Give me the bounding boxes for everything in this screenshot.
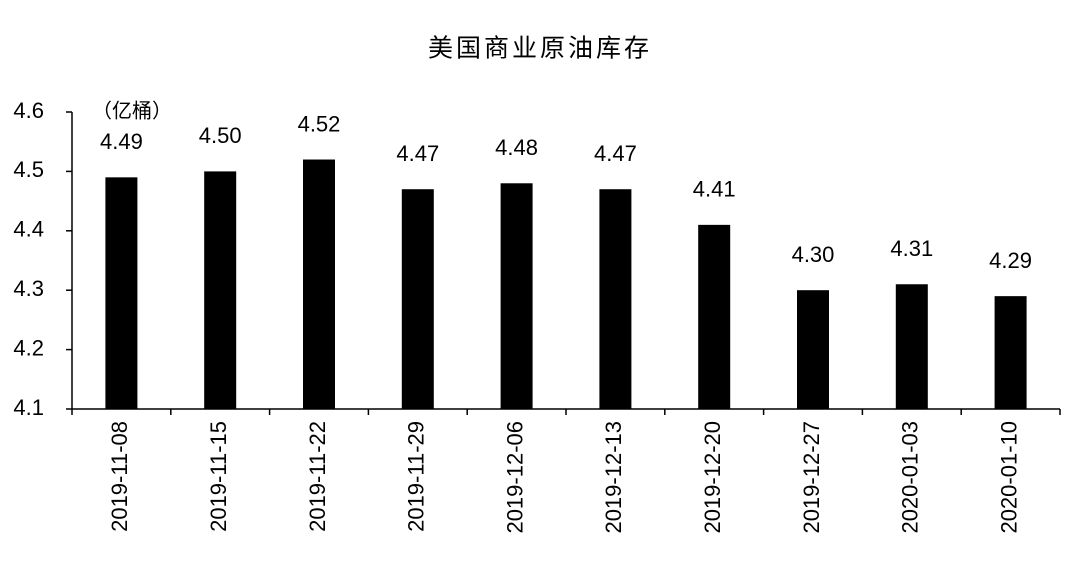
x-tick-label: 2019-11-15 (206, 421, 231, 532)
y-tick-label: 4.1 (13, 395, 44, 420)
x-tick-label: 2019-11-22 (305, 421, 330, 532)
value-label: 4.29 (989, 248, 1032, 273)
value-label: 4.48 (495, 135, 538, 160)
bar (303, 159, 335, 409)
bar (500, 183, 533, 409)
bar (204, 171, 237, 409)
y-tick-label: 4.2 (13, 335, 44, 360)
value-label: 4.49 (100, 129, 143, 154)
bar (599, 189, 632, 409)
bar (401, 189, 434, 409)
y-tick-label: 4.6 (13, 98, 44, 123)
x-tick-label: 2020-01-10 (996, 421, 1021, 534)
x-tick-label: 2019-12-27 (799, 421, 824, 534)
value-label: 4.47 (396, 141, 439, 166)
x-tick-label: 2019-12-13 (601, 421, 626, 534)
bar (994, 296, 1027, 409)
value-label: 4.31 (890, 236, 933, 261)
value-label: 4.30 (792, 242, 835, 267)
y-tick-label: 4.4 (13, 217, 44, 242)
y-tick-label: 4.3 (13, 276, 44, 301)
bar (698, 224, 731, 409)
value-label: 4.52 (298, 111, 341, 136)
x-tick-label: 2019-11-08 (107, 421, 132, 532)
x-tick-label: 2019-12-20 (700, 421, 725, 534)
value-label: 4.41 (693, 177, 736, 202)
x-tick-label: 2020-01-03 (898, 421, 923, 534)
value-label: 4.47 (594, 141, 637, 166)
unit-label: （亿桶） (92, 99, 172, 122)
chart-title: 美国商业原油库存 (428, 35, 652, 63)
bar (105, 177, 138, 409)
value-label: 4.50 (199, 123, 242, 148)
y-tick-label: 4.5 (13, 157, 44, 182)
bar (895, 284, 928, 409)
x-tick-label: 2019-12-06 (502, 421, 527, 534)
bar (797, 290, 829, 409)
x-tick-label: 2019-11-29 (404, 421, 429, 532)
